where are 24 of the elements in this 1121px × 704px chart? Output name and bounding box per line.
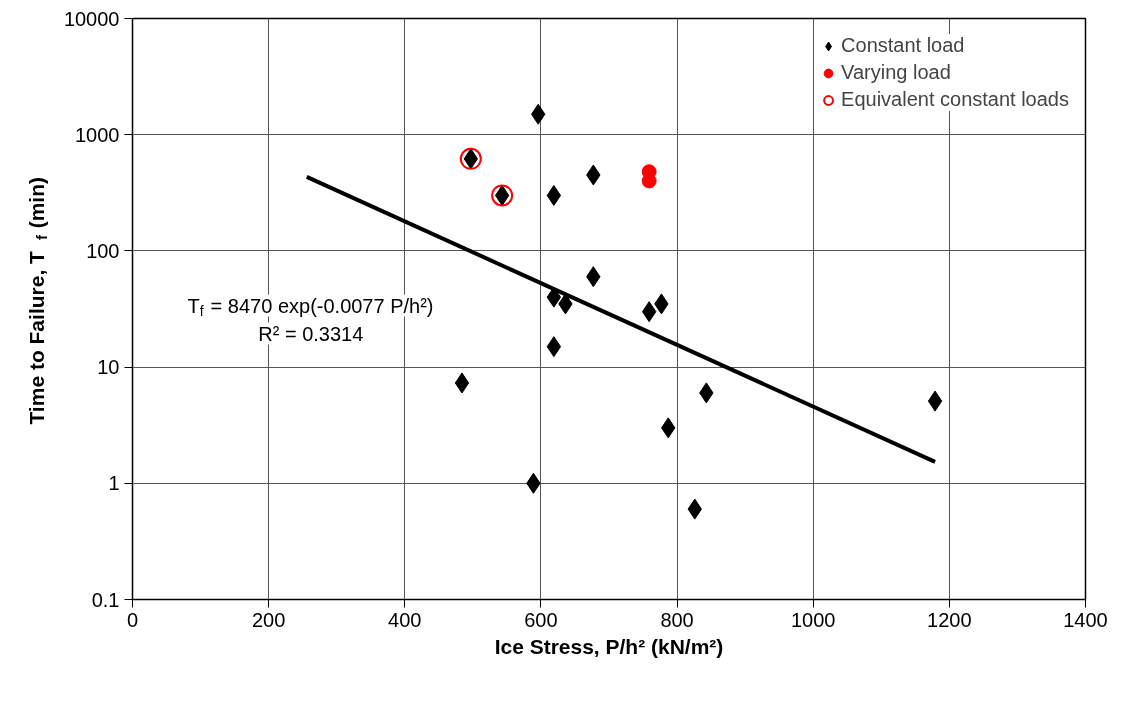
annotation: R² = 0.3314	[258, 322, 364, 345]
y-tick-label: 100	[86, 239, 120, 262]
y-axis-title: Time to Failure, Tf (min)	[25, 176, 51, 425]
x-axis-title: Ice Stress, P/h² (kN/m²)	[494, 634, 724, 658]
y-tick-label: 1	[108, 472, 120, 495]
legend-label: Constant load	[841, 34, 965, 57]
x-tick-label: 800	[660, 608, 694, 631]
x-tick-label: 1200	[927, 608, 972, 631]
legend-label: Varying load	[841, 61, 951, 84]
x-tick-label: 400	[388, 608, 422, 631]
point	[927, 390, 943, 412]
point	[454, 372, 470, 394]
legend-label: Equivalent constant loads	[841, 88, 1069, 111]
point	[546, 184, 562, 206]
point	[546, 336, 562, 358]
x-tick-label: 200	[251, 608, 286, 631]
x-tick-label: 600	[524, 608, 558, 631]
y-tick-label: 10	[97, 356, 120, 379]
y-tick-label: 0.1	[91, 588, 120, 611]
x-tick-label: 0	[126, 608, 139, 631]
y-tick-label: 1000	[75, 123, 120, 146]
x-tick-label: 1400	[1063, 608, 1108, 631]
x-tick-label: 1000	[790, 608, 836, 631]
y-tick-label: 10000	[63, 7, 120, 30]
